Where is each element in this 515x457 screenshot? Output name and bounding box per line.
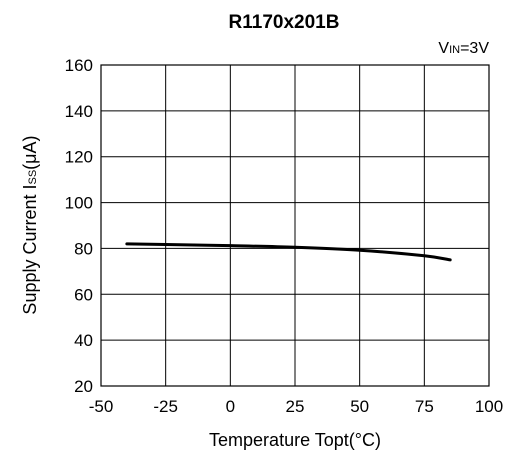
y-tick-label: 120 — [65, 148, 93, 167]
x-tick-label: -50 — [89, 397, 114, 416]
y-axis-label: Supply Current ISS(μA) — [20, 135, 40, 314]
x-tick-label: 0 — [226, 397, 235, 416]
vin-annotation-rest: =3V — [460, 40, 489, 57]
x-axis-label: Temperature Topt(°C) — [209, 430, 381, 450]
x-tick-label: 75 — [415, 397, 434, 416]
vin-annotation: VIN=3V — [438, 40, 489, 57]
y-tick-label: 100 — [65, 194, 93, 213]
y-tick-label: 40 — [74, 331, 93, 350]
grid-lines — [101, 65, 489, 386]
tick-labels: -50 -25 0 25 50 75 100 20 40 60 80 100 120 140 160 — [65, 56, 504, 416]
y-axis-label-small: SS — [27, 170, 39, 185]
x-tick-label: -25 — [153, 397, 178, 416]
y-tick-label: 20 — [74, 377, 93, 396]
vin-annotation-sub: IN — [449, 44, 460, 56]
y-axis-label-suffix: (μA) — [20, 135, 40, 169]
x-tick-label: 100 — [475, 397, 503, 416]
series-line — [125, 242, 452, 262]
chart-title: R1170x201B — [229, 12, 340, 33]
plot-frame — [100, 64, 490, 387]
y-tick-label: 140 — [65, 102, 93, 121]
y-axis-label-prefix: Supply Current I — [20, 185, 40, 315]
x-tick-label: 50 — [350, 397, 369, 416]
vin-annotation-main: V — [438, 40, 449, 57]
x-tick-label: 25 — [286, 397, 305, 416]
y-tick-label: 60 — [74, 285, 93, 304]
series-group — [125, 242, 452, 262]
y-tick-label: 80 — [74, 239, 93, 258]
y-tick-label: 160 — [65, 56, 93, 75]
